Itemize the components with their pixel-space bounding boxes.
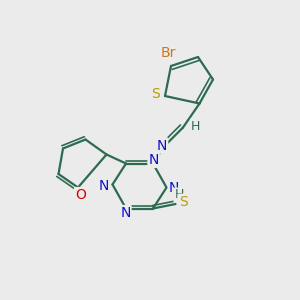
Text: N: N: [157, 139, 167, 152]
Text: H: H: [174, 188, 184, 202]
Text: S: S: [152, 88, 160, 101]
Text: N: N: [148, 153, 159, 167]
Text: N: N: [120, 206, 130, 220]
Text: S: S: [178, 195, 188, 208]
Text: H: H: [191, 119, 200, 133]
Text: N: N: [99, 179, 109, 193]
Text: N: N: [169, 181, 179, 194]
Text: O: O: [75, 188, 86, 202]
Text: Br: Br: [160, 46, 176, 60]
